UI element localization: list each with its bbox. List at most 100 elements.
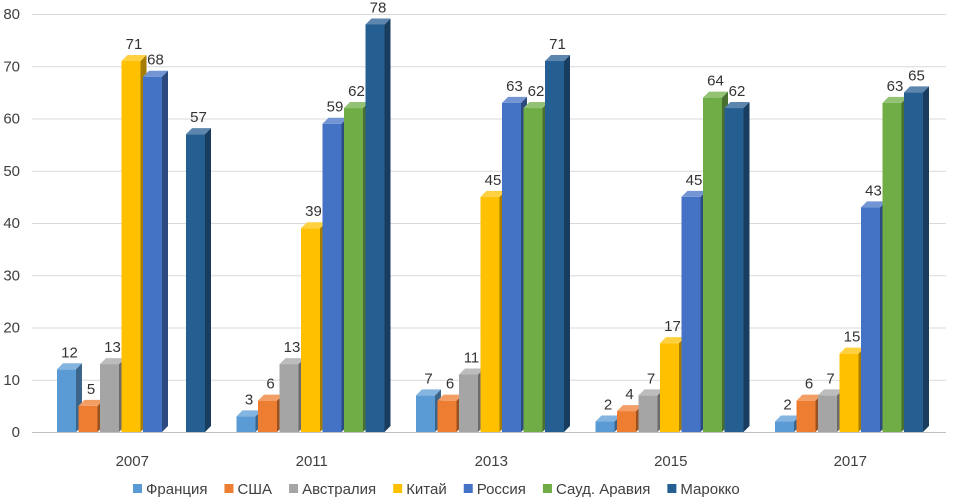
bar-side [743,102,750,433]
data-label: 45 [686,172,703,189]
bar-top [660,337,685,344]
legend-label: Китай [406,481,447,498]
bar-front [818,395,837,432]
x-axis: 2007 2011 2013 2015 2017 [116,453,867,470]
bar-front [660,343,679,432]
bar [502,96,527,432]
data-label: 12 [61,344,78,361]
data-label: 43 [865,182,882,199]
bar-front [638,395,658,432]
bar-top [595,415,621,422]
bar-front [724,108,744,433]
bar-top [279,358,305,365]
bar [258,394,283,432]
y-tick-label: 50 [3,163,20,180]
data-label: 39 [305,203,322,220]
bar-top [437,394,463,401]
bar-top [545,55,570,62]
bar [595,415,621,432]
bar [78,399,104,432]
bar-front [480,196,500,432]
data-label: 68 [147,52,164,69]
bar-top [258,394,283,401]
bar-top [703,91,728,98]
bar [796,394,822,432]
data-label: 63 [506,78,523,95]
data-label: 5 [87,381,95,398]
legend-item: Марокко [667,481,740,498]
legend-swatch [542,484,552,493]
y-tick-label: 20 [3,320,20,337]
bar [322,117,348,432]
bar-top [121,55,147,62]
bar-front [121,61,141,433]
bar [904,86,929,432]
bar-top [502,96,527,103]
bar-top [882,96,908,103]
x-tick-label: 2015 [654,453,687,470]
data-label: 45 [485,172,502,189]
x-tick-label: 2013 [475,453,508,470]
bar-top [480,190,506,197]
bar [818,389,843,432]
legend-label: Австралия [302,481,376,498]
bar [186,128,211,433]
bar [861,201,886,432]
bar [416,389,441,432]
bar-front [595,421,615,432]
data-label: 17 [664,318,681,335]
data-label: 7 [647,370,655,387]
bar-top [904,86,929,93]
bar [681,190,707,432]
bar-front [681,196,701,432]
data-label: 6 [446,376,454,393]
bar-top [638,389,664,396]
bar-front [459,374,478,432]
legend-item: Франция [133,481,207,498]
legend-swatch [667,484,677,493]
data-label: 4 [625,386,633,403]
bar [703,91,728,432]
bar-top [143,70,168,77]
bar [459,368,484,432]
bar [57,363,82,432]
bar [236,410,262,432]
bar [143,70,168,432]
bar [545,55,570,433]
bar-top [344,102,369,109]
bar-top [459,368,484,375]
data-label: 71 [126,36,143,53]
bar-front [796,400,816,432]
bar-top [100,358,125,365]
data-label: 11 [464,350,480,367]
legend-item: Сауд. Аравия [542,481,650,498]
bar [638,389,664,432]
bar-front [57,369,76,432]
bar-top [322,117,348,124]
data-label: 59 [327,99,344,116]
legend-swatch [393,484,403,493]
bar-front [523,108,543,433]
bar [301,222,326,432]
bar-front [365,24,385,432]
bar-top [416,389,441,396]
bar-front [143,76,162,432]
bar-front [100,364,119,432]
bar [660,337,685,432]
data-label: 15 [844,329,861,346]
bar-front [861,207,880,432]
bar [480,190,506,432]
bar-side [384,18,391,432]
data-label: 2 [604,397,612,414]
bar-front [258,400,277,432]
bar-top [796,394,822,401]
bar-front [236,416,256,432]
bar-front [186,134,205,433]
bar-front [904,92,923,432]
bar-top [775,415,800,422]
x-tick-label: 2007 [116,453,149,470]
bar-top [839,347,865,354]
legend-item: Китай [393,481,447,498]
bar-top [523,102,549,109]
